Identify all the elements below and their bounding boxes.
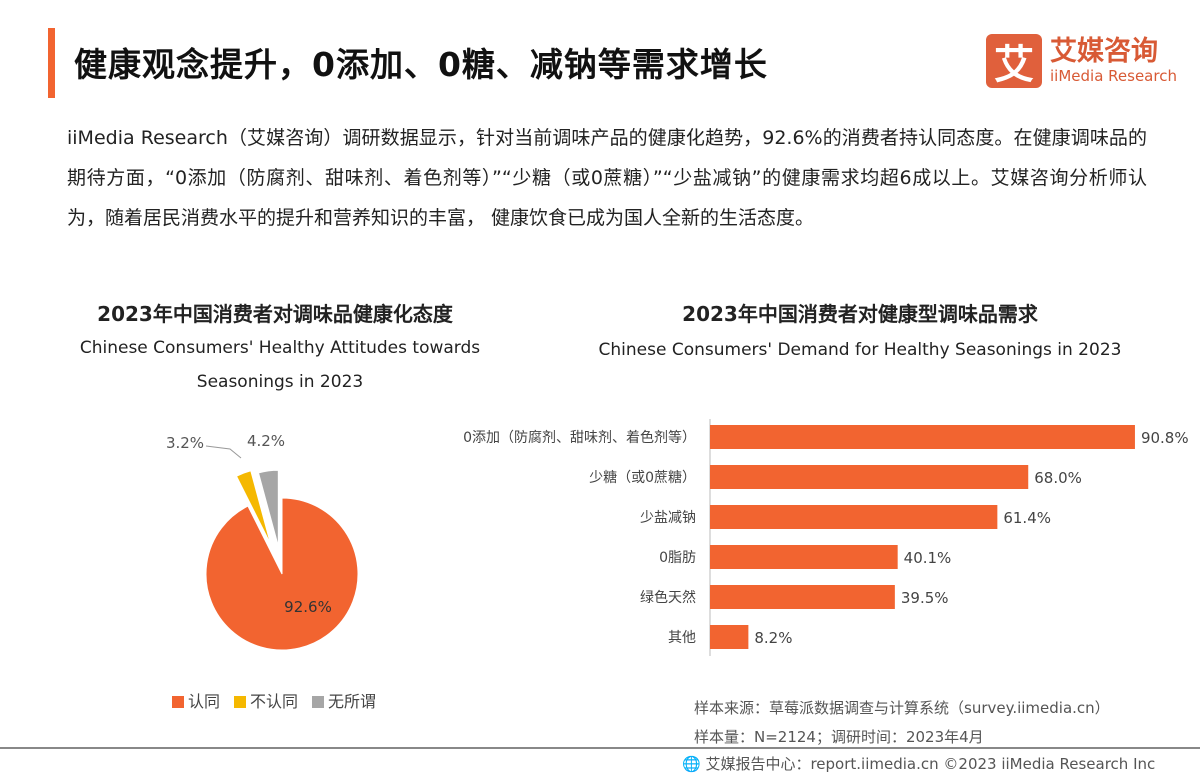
pie-label: 3.2% bbox=[166, 434, 204, 452]
bar-category-label: 少盐减钠 bbox=[640, 510, 696, 526]
bar-value-label: 61.4% bbox=[1003, 509, 1051, 527]
pie-slice-1 bbox=[235, 470, 272, 545]
bar-2 bbox=[710, 505, 998, 529]
footer-text: 艾媒报告中心：report.iimedia.cn ©2023 iiMedia R… bbox=[705, 755, 1156, 773]
pie-subtitle: Chinese Consumers' Healthy Attitudes tow… bbox=[79, 338, 481, 392]
pie-label: 92.6% bbox=[284, 598, 332, 616]
bar-subtitle: Chinese Consumers' Demand for Healthy Se… bbox=[598, 340, 1122, 360]
bar-value-label: 90.8% bbox=[1141, 429, 1189, 447]
logo-cn: 艾媒咨询 bbox=[1050, 36, 1158, 67]
bar-category-label: 0添加（防腐剂、甜味剂、着色剂等） bbox=[463, 429, 696, 446]
bar-1 bbox=[710, 465, 1029, 489]
pie-label: 4.2% bbox=[247, 432, 285, 450]
pie-slice-0 bbox=[205, 497, 359, 651]
bar-value-label: 39.5% bbox=[901, 589, 949, 607]
bar-category-label: 0脂肪 bbox=[659, 550, 696, 566]
globe-icon: 🌐 bbox=[682, 755, 701, 773]
summary-paragraph: iiMedia Research（艾媒咨询）调研数据显示，针对当前调味产品的健康… bbox=[67, 127, 1147, 229]
bar-category-label: 少糖（或0蔗糖） bbox=[589, 470, 696, 486]
legend-item: 不认同 bbox=[234, 688, 298, 712]
legend-item: 认同 bbox=[172, 688, 220, 712]
accent-bar bbox=[48, 28, 55, 98]
footer-divider bbox=[0, 747, 1200, 749]
bar-value-label: 40.1% bbox=[904, 549, 952, 567]
source-note: 样本来源：草莓派数据调查与计算系统（survey.iimedia.cn） bbox=[694, 699, 1110, 717]
bar-3 bbox=[710, 545, 898, 569]
bar-value-label: 8.2% bbox=[754, 629, 792, 647]
legend-item: 无所谓 bbox=[312, 688, 376, 712]
pie-legend: 认同 不认同 无所谓 bbox=[172, 688, 376, 712]
logo: 艾 艾媒咨询 iiMedia Research bbox=[986, 34, 1177, 88]
footer: 🌐 艾媒报告中心：report.iimedia.cn ©2023 iiMedia… bbox=[682, 753, 1155, 774]
leader-line bbox=[205, 445, 242, 459]
logo-en: iiMedia Research bbox=[1050, 67, 1177, 85]
bar-value-label: 68.0% bbox=[1034, 469, 1082, 487]
pie-slice-2 bbox=[257, 469, 279, 547]
bar-title: 2023年中国消费者对健康型调味品需求 bbox=[682, 302, 1038, 326]
bar-4 bbox=[710, 585, 895, 609]
bar-category-label: 绿色天然 bbox=[640, 589, 696, 606]
page-title: 健康观念提升，0添加、0糖、减钠等需求增长 bbox=[74, 45, 768, 84]
sample-note: 样本量：N=2124；调研时间：2023年4月 bbox=[694, 728, 984, 746]
logo-mark: 艾 bbox=[986, 34, 1042, 88]
bar-0 bbox=[710, 425, 1135, 449]
bar-5 bbox=[710, 625, 749, 649]
pie-title: 2023年中国消费者对调味品健康化态度 bbox=[97, 302, 453, 326]
bar-category-label: 其他 bbox=[668, 630, 696, 646]
